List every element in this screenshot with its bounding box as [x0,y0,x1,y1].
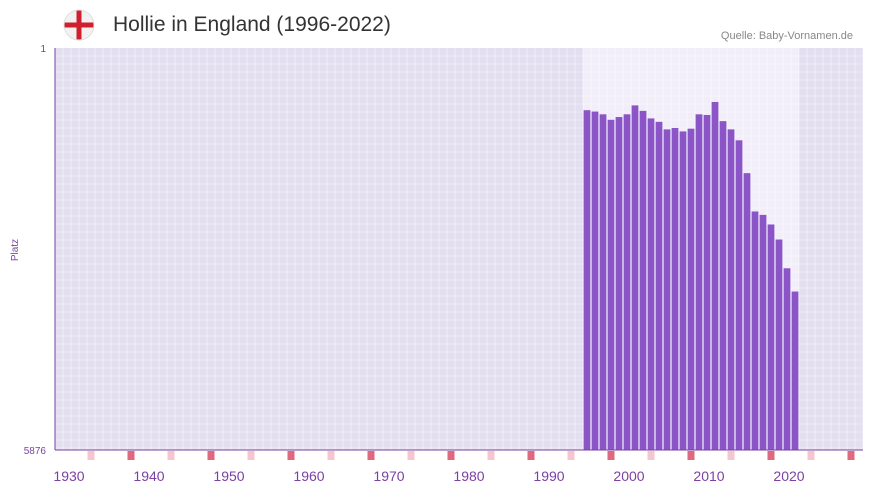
half-decade-marker-2013 [727,451,735,460]
bar-2021 [791,291,799,450]
bar-1995 [583,110,591,451]
half-decade-marker-1943 [167,451,175,460]
bar-2009 [695,114,703,450]
half-decade-marker-1973 [407,451,415,460]
x-tick-label: 1930 [53,468,84,484]
y-tick-labels: 1 5876 [24,44,47,457]
x-tick-label: 2000 [613,468,644,484]
bar-2015 [743,173,751,450]
year-markers [87,451,855,460]
bar-2017 [759,214,767,450]
source-label: Quelle: Baby-Vornamen.de [720,30,853,42]
bar-1996 [591,111,599,450]
decade-marker-2018 [767,451,775,460]
decade-marker-1938 [127,451,135,460]
decade-marker-1998 [607,451,615,460]
bar-2002 [639,110,647,451]
half-decade-marker-1933 [87,451,95,460]
y-tick-label: 1 [40,44,46,55]
x-tick-labels: 1930 1940 1950 1960 1970 1980 1990 2000 2010 2020 [53,468,804,484]
bar-2011 [711,101,719,451]
bar-2020 [783,268,791,450]
x-tick-label: 2010 [693,468,724,484]
bar-2008 [687,128,695,450]
x-tick-label: 1990 [533,468,564,484]
half-decade-marker-1963 [327,451,335,460]
x-tick-label: 2020 [773,468,804,484]
grid-lines [54,48,864,450]
bar-2013 [727,129,735,450]
x-tick-label: 1940 [133,468,164,484]
decade-marker-1988 [527,451,535,460]
bar-2004 [655,121,663,450]
half-decade-marker-1983 [487,451,495,460]
half-decade-marker-1993 [567,451,575,460]
bar-2019 [775,239,783,450]
decade-marker-2008 [687,451,695,460]
x-tick-label: 1950 [213,468,244,484]
x-tick-label: 1960 [293,468,324,484]
bar-2003 [647,118,655,450]
header: Hollie in England (1996-2022) Quelle: Ba… [0,0,873,48]
decade-marker-1958 [287,451,295,460]
bars-group [583,101,799,451]
bar-2005 [663,129,671,450]
bar-1997 [599,114,607,450]
bar-2006 [671,127,679,451]
bar-2016 [751,211,759,450]
decade-marker-1978 [447,451,455,460]
half-decade-marker-1953 [247,451,255,460]
half-decade-marker-2003 [647,451,655,460]
decade-marker-1948 [207,451,215,460]
england-flag-icon [63,9,95,41]
bar-2000 [623,114,631,450]
bar-1999 [615,117,623,451]
bar-1998 [607,119,615,450]
bar-2010 [703,114,711,451]
chart-title: Hollie in England (1996-2022) [113,13,391,36]
x-tick-label: 1970 [373,468,404,484]
half-decade-marker-2023 [807,451,815,460]
y-tick-label: 5876 [24,446,47,457]
decade-marker-2028 [847,451,855,460]
bar-2007 [679,131,687,451]
x-tick-label: 1980 [453,468,484,484]
decade-marker-1968 [367,451,375,460]
y-axis-label: Platz [10,239,21,261]
bar-2014 [735,140,743,451]
bar-2012 [719,121,727,450]
bar-2001 [631,105,639,450]
bar-2018 [767,224,775,450]
